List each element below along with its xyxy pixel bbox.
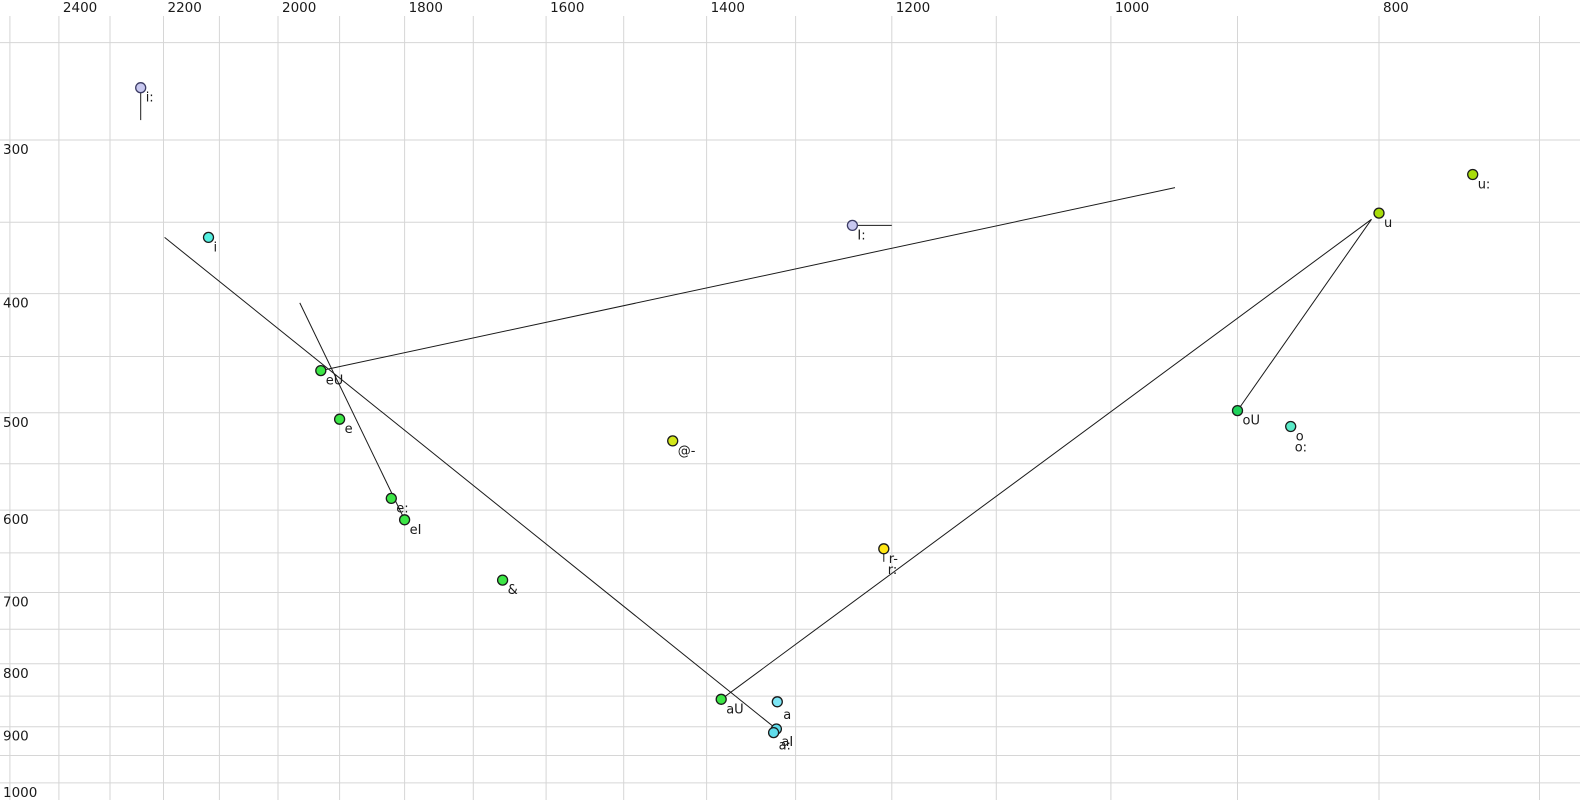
vowel-label-I-long: I:	[857, 228, 865, 243]
vowel-sublabel-o-long: o:	[1295, 441, 1307, 456]
vowel-point-aU[interactable]	[715, 693, 727, 705]
x-tick-label-2000: 2000	[282, 0, 316, 16]
vowel-label-eI: eI	[410, 523, 422, 538]
vowel-label-oU: oU	[1243, 414, 1260, 429]
vowel-point-o[interactable]	[1285, 420, 1297, 433]
vowel-tail-aI	[164, 237, 777, 730]
vowel-point-ae[interactable]	[496, 574, 509, 586]
vowel-point-eU[interactable]	[315, 364, 327, 377]
vowel-label-a: a	[783, 708, 791, 723]
y-tick-label-800: 800	[3, 666, 29, 682]
vowel-point-oU[interactable]	[1231, 404, 1244, 417]
y-tick-label-700: 700	[3, 595, 29, 611]
x-tick-label-2200: 2200	[168, 0, 202, 16]
vowel-point-a[interactable]	[771, 696, 783, 708]
vowel-point-I-long[interactable]	[846, 219, 859, 232]
vowel-point-i[interactable]	[202, 231, 215, 244]
x-tick-label-1600: 1600	[550, 0, 584, 16]
vowel-label-i-long: i:	[146, 91, 154, 106]
vowel-point-eI[interactable]	[398, 514, 411, 526]
vowel-label-e: e	[345, 422, 353, 437]
vowel-point-u-long[interactable]	[1467, 168, 1479, 181]
x-tick-label-1000: 1000	[1115, 0, 1149, 16]
vowel-point-r-[interactable]	[878, 543, 890, 555]
points-layer	[135, 82, 1479, 739]
x-tick-label-1400: 1400	[711, 0, 745, 16]
vowel-point-a-long[interactable]	[767, 726, 780, 739]
grid-layer	[0, 16, 1580, 800]
x-tick-label-1200: 1200	[896, 0, 930, 16]
y-tick-label-500: 500	[3, 415, 29, 431]
vowel-label-eU: eU	[326, 374, 344, 389]
vowel-label-i: i	[214, 240, 218, 255]
y-tick-label-600: 600	[3, 512, 29, 528]
y-tick-label-1000: 1000	[3, 785, 37, 800]
vowel-label-e-long: e:	[396, 501, 408, 516]
vowel-label-a-long: a:	[779, 739, 791, 754]
vowel-tail-eU	[320, 187, 1176, 372]
vowel-label-o: o	[1296, 430, 1304, 445]
vowel-label-u: u	[1384, 216, 1392, 231]
vowel-tail-aU	[720, 218, 1372, 700]
vowel-point-e[interactable]	[333, 413, 346, 425]
vowel-label-ae: &	[508, 583, 518, 598]
vowel-label-u-long: u:	[1478, 178, 1491, 193]
y-tick-label-900: 900	[3, 729, 29, 745]
vowel-tail-oU	[1237, 219, 1372, 411]
vowel-point-schwa-[interactable]	[667, 435, 679, 447]
x-tick-label-800: 800	[1383, 0, 1409, 16]
vowel-sublabel-r-long: r:	[888, 563, 898, 578]
vowel-point-i-long[interactable]	[135, 82, 147, 94]
point-labels-layer: i: i eU e e:eI & @- I: r-r: aU a aIa: oU oo: u u:	[146, 91, 1491, 754]
y-tick-label-300: 300	[3, 142, 29, 158]
vowel-label-aU: aU	[726, 702, 743, 717]
tails-layer	[140, 87, 1372, 730]
y-tick-label-400: 400	[3, 296, 29, 312]
x-tick-label-1800: 1800	[409, 0, 443, 16]
vowel-label-aI: aI	[781, 735, 793, 750]
axis-labels-layer: 2400 2200 2000 1800 1600 1400 1200 1000 800 300 40…	[3, 0, 1409, 800]
vowel-label-r-: r-	[889, 552, 899, 567]
x-tick-label-2400: 2400	[63, 0, 97, 16]
vowel-point-u[interactable]	[1373, 207, 1385, 219]
vowel-point-e-long[interactable]	[385, 492, 397, 505]
vowel-label-schwa-: @-	[678, 444, 696, 459]
vowel-tail-eI	[299, 302, 406, 521]
